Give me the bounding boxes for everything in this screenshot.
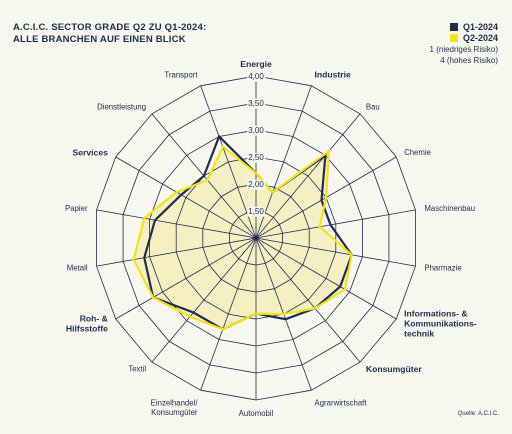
category-label: Dienstleistung	[97, 103, 146, 112]
legend-item-q2: Q2-2024	[449, 33, 498, 43]
tick-label-bg	[247, 206, 266, 217]
category-label: Transport	[164, 70, 198, 79]
series-fill-q2	[133, 146, 352, 330]
grid-spoke	[200, 85, 257, 239]
tick-label-bg	[247, 125, 266, 136]
category-label: Automobil	[239, 409, 274, 418]
chart-title-line1: A.C.I.C. SECTOR GRADE Q2 ZU Q1-2024:	[13, 22, 207, 33]
tick-label: 3,00	[248, 126, 264, 135]
grid-spoke	[200, 237, 257, 391]
category-label: Metall	[67, 263, 88, 272]
source-note: Quelle: A.C.I.C.	[457, 411, 499, 417]
tick-label: 1,50	[248, 207, 264, 216]
grid-spoke	[115, 156, 257, 239]
category-label: Papier	[65, 204, 88, 213]
legend-label-q1: Q1-2024	[462, 22, 498, 32]
tick-label-bg	[247, 98, 266, 109]
legend-note-low: 1 (niedriges Risiko)	[429, 45, 498, 54]
grid-spoke	[255, 209, 416, 239]
legend-note-high: 4 (hohes Risiko)	[440, 56, 498, 65]
tick-label: 2,50	[248, 153, 264, 162]
grid-spoke	[115, 237, 257, 320]
category-label: Konsumgüter	[366, 364, 423, 374]
grid-spoke	[255, 113, 361, 239]
category-label: Chemie	[404, 148, 431, 157]
grid-spoke	[255, 237, 416, 267]
category-label: Informations- & Kommunikations-technik	[404, 308, 477, 338]
category-label: Services	[73, 148, 109, 158]
tick-label: 4,00	[248, 72, 264, 81]
tick-label: 2,00	[248, 180, 264, 189]
grid-spoke	[255, 237, 361, 363]
category-label: Agrarwirtschaft	[315, 399, 368, 408]
legend-label-q2: Q2-2024	[462, 33, 498, 43]
legend-swatch-q2	[449, 34, 458, 42]
category-label: Textil	[128, 365, 146, 374]
category-label: Maschinenbau	[424, 204, 475, 213]
chart-title-line2: ALLE BRANCHEN AUF EINEN BLICK	[13, 34, 186, 45]
category-label: Einzelhandel/Konsumgüter	[151, 399, 199, 417]
category-label: Bau	[366, 103, 380, 112]
grid-spoke	[255, 237, 397, 320]
category-label: Roh- & Hilfsstoffe	[66, 313, 108, 333]
tick-label-bg	[247, 179, 266, 190]
tick-label-bg	[247, 71, 266, 82]
grid-spoke	[96, 209, 257, 239]
grid-spoke	[96, 237, 257, 267]
tick-label-bg	[247, 152, 266, 163]
series-line-q2	[132, 144, 353, 331]
category-label: Industrie	[315, 69, 352, 79]
grid-spoke	[151, 237, 257, 363]
tick-label: 3,50	[248, 99, 264, 108]
legend-swatch-q1	[449, 23, 458, 31]
category-label: Energie	[240, 59, 272, 69]
category-label: Pharmazie	[424, 263, 461, 272]
legend-item-q1: Q1-2024	[449, 22, 498, 32]
